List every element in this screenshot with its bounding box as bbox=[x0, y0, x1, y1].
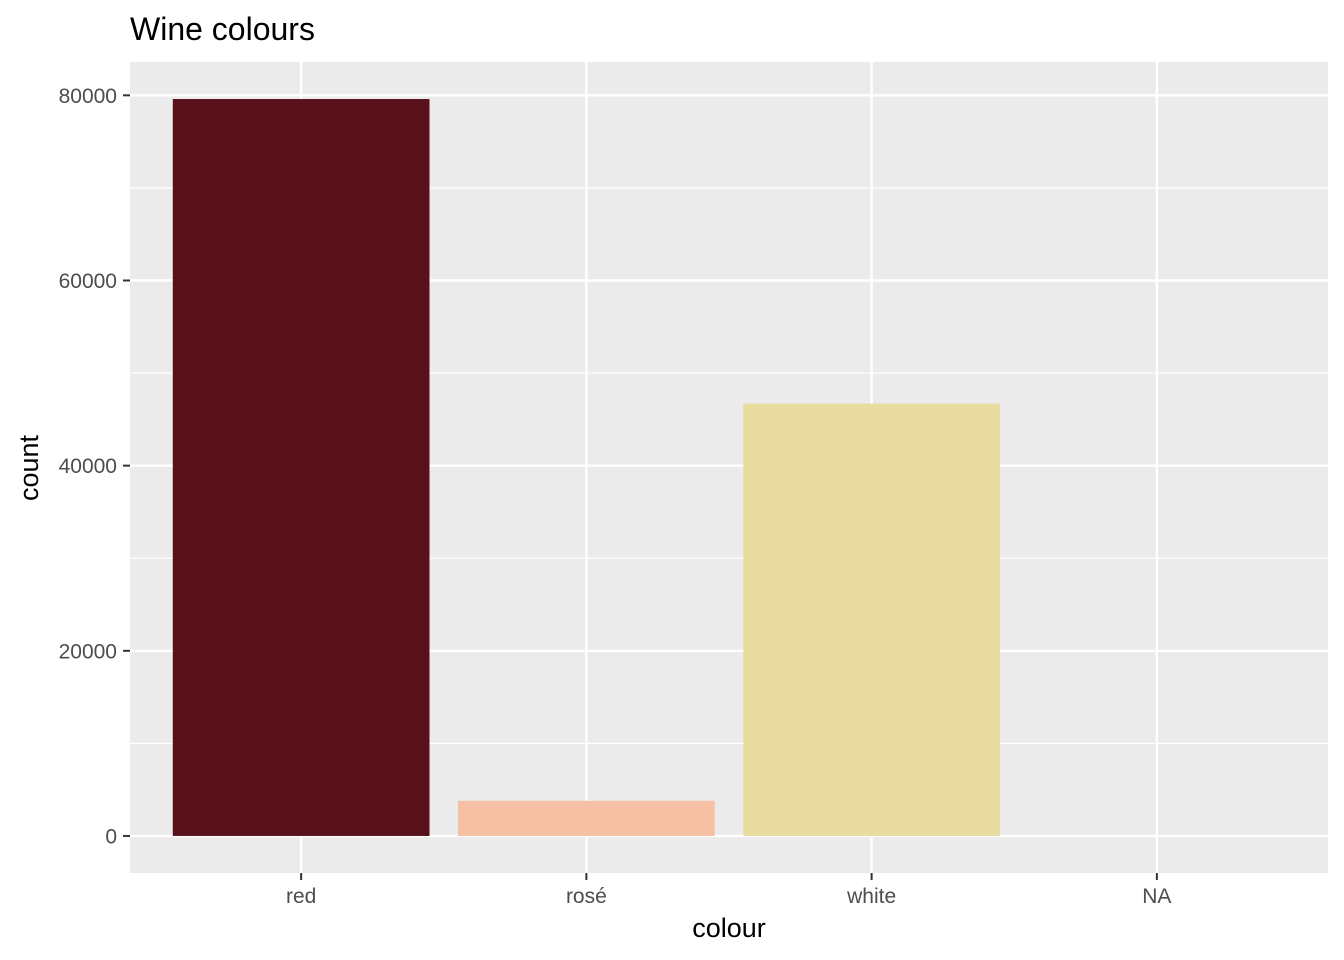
y-tick-label: 60000 bbox=[59, 270, 117, 293]
x-axis-title: colour bbox=[692, 913, 766, 943]
x-tick-label: NA bbox=[1142, 885, 1171, 908]
y-tick-label: 80000 bbox=[59, 85, 117, 108]
x-tick-label: red bbox=[286, 885, 316, 908]
chart-title: Wine colours bbox=[130, 11, 315, 47]
y-axis: 0 20000 40000 60000 80000 bbox=[59, 85, 130, 848]
x-tick-label: white bbox=[846, 885, 896, 908]
x-axis: red rosé white NA bbox=[286, 873, 1171, 908]
y-tick-label: 20000 bbox=[59, 640, 117, 663]
bar-rosé bbox=[458, 800, 715, 836]
y-tick-label: 40000 bbox=[59, 455, 117, 478]
y-tick-label: 0 bbox=[105, 825, 117, 848]
bar-white bbox=[743, 403, 1000, 836]
y-axis-title: count bbox=[14, 434, 44, 501]
bars bbox=[172, 99, 1000, 836]
bar-red bbox=[172, 99, 430, 836]
x-tick-label: rosé bbox=[566, 885, 607, 908]
